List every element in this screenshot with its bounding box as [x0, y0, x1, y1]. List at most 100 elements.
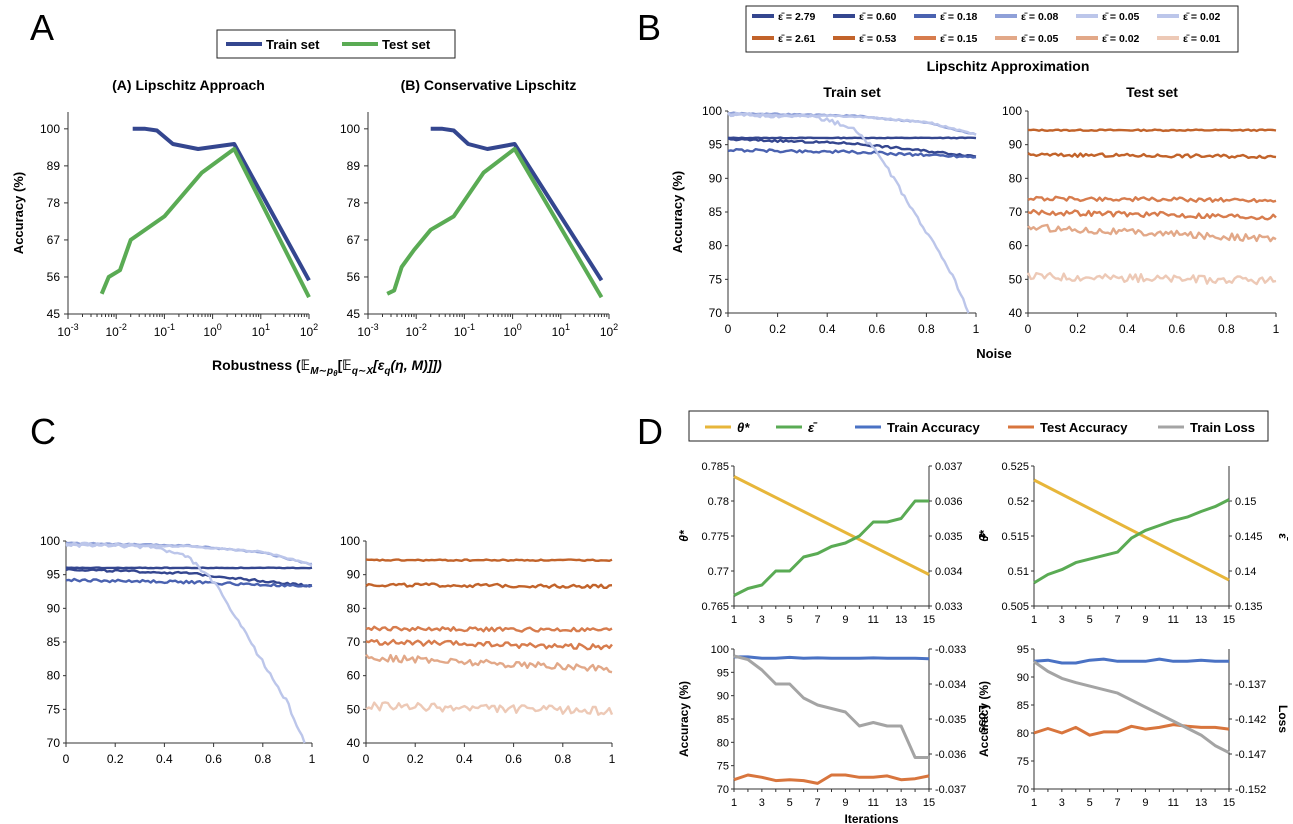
- y-tick-label-right: -0.152: [1235, 784, 1266, 796]
- panel-b-legend: ε̄ = 2.79 ε̄ = 0.60 ε̄ = 0.18 ε̄ = 0.08 ε̄ =…: [745, 5, 1239, 53]
- chart-title: Test set: [1126, 84, 1178, 100]
- x-axis-label: Iterations: [844, 812, 898, 824]
- y-axis-label-left: θ*: [677, 529, 691, 542]
- legend-label-test-accuracy: Test Accuracy: [1040, 420, 1128, 435]
- x-tick-label: 0.4: [1119, 322, 1136, 336]
- y-tick-label: 70: [47, 736, 61, 750]
- series-line-1: [65, 567, 313, 588]
- x-tick-label: 9: [842, 614, 848, 626]
- x-tick-label: 100: [203, 322, 221, 339]
- series-line-2: [365, 625, 613, 633]
- y-tick-label-right: 0.15: [1235, 496, 1256, 508]
- series-line-1: [727, 137, 977, 158]
- y-tick-label: 90: [709, 171, 723, 185]
- x-tick-label: 13: [895, 797, 907, 809]
- y-tick-label-left: 0.515: [1001, 531, 1029, 543]
- y-tick-label: 80: [47, 669, 61, 683]
- x-tick-label: 11: [1168, 797, 1179, 809]
- x-tick-label: 7: [1115, 614, 1121, 626]
- x-tick-label: 10-2: [106, 322, 127, 339]
- panel-a-xlabel: Robustness (𝔼M∼pθ[𝔼q∼X[εq(η, M)]]): [212, 357, 442, 378]
- y-tick-label-right: -0.147: [1235, 749, 1266, 761]
- panel-b-xlabel: Noise: [976, 346, 1011, 361]
- x-tick-label: 7: [815, 614, 821, 626]
- y-axis-label-right: Loss: [976, 705, 990, 733]
- y-tick-label-left: 70: [1017, 784, 1029, 796]
- x-tick-label: 0.8: [554, 752, 571, 766]
- legend-label-orange-4: ε̄ = 0.02: [1102, 33, 1140, 45]
- x-tick-label: 5: [787, 614, 793, 626]
- x-tick-label: 0: [63, 752, 70, 766]
- y-tick-label-left: 80: [717, 737, 729, 749]
- series-line--: [1033, 478, 1230, 582]
- x-tick-label: 0.2: [407, 752, 424, 766]
- y-tick-label: 50: [1009, 272, 1023, 286]
- legend-label-train: Train set: [266, 37, 320, 52]
- y-tick-label: 75: [47, 702, 61, 716]
- y-tick-label: 90: [47, 601, 61, 615]
- legend-label-blue-1: ε̄ = 0.60: [859, 11, 897, 23]
- y-tick-label: 75: [709, 272, 723, 286]
- y-tick-label-left: 0.51: [1008, 566, 1029, 578]
- y-tick-label: 70: [709, 306, 723, 320]
- x-tick-label: 101: [552, 322, 570, 339]
- y-tick-label-left: 75: [717, 761, 729, 773]
- x-tick-label: 0.6: [205, 752, 222, 766]
- x-tick-label: 11: [1168, 614, 1179, 626]
- chart-b-train-set: Train set 70 75 80 85 90 95 100 0 0.2 0.4 0.6 0.8 1 Ac…: [670, 84, 980, 336]
- x-tick-label: 5: [787, 797, 793, 809]
- x-tick-label: 10-1: [154, 322, 175, 339]
- y-tick-label: 78: [47, 196, 61, 210]
- legend-label-epsilon: ε̄: [808, 420, 818, 435]
- x-tick-label: 0.6: [1168, 322, 1185, 336]
- y-axis-label: Accuracy (%): [670, 171, 685, 253]
- series-line--: [733, 475, 930, 576]
- x-tick-label: 1: [973, 322, 980, 336]
- y-tick-label-left: 0.765: [701, 601, 729, 613]
- x-tick-label: 0.2: [1069, 322, 1086, 336]
- legend-label-blue-4: ε̄ = 0.05: [1102, 11, 1140, 23]
- y-tick-label: 100: [702, 104, 722, 118]
- chart-c-train: 70 75 80 85 90 95 100 0 0.2 0.4 0.6 0.8 1: [40, 534, 316, 766]
- series-line-4: [727, 112, 977, 136]
- chart-lipschitz-approach: (A) Lipschitz Approach 45 56 67 78 89 100 10-3 1…: [11, 77, 318, 339]
- series-line-test-accuracy: [1033, 723, 1230, 737]
- x-tick-label: 13: [1195, 797, 1207, 809]
- series-line-5: [1026, 271, 1277, 286]
- series-line-4: [365, 653, 613, 674]
- legend-label-orange-5: ε̄ = 0.01: [1183, 33, 1221, 45]
- x-tick-label: 101: [252, 322, 270, 339]
- series-line-2: [727, 148, 977, 159]
- y-tick-label-right: 0.037: [935, 461, 963, 473]
- y-tick-label: 100: [40, 534, 60, 548]
- chart-b-test-set: Test set 40 50 60 70 80 90 100 0 0.2 0.4 0.6 0.8 1: [1002, 84, 1280, 336]
- y-tick-label-right: 0.035: [935, 531, 963, 543]
- chart-d-theta-epsilon-1: 0.765 0.77 0.775 0.78 0.785 0.033 0.034 0.035 0.…: [677, 461, 990, 626]
- y-axis-label-left: Accuracy (%): [977, 681, 991, 757]
- y-tick-label: 100: [1002, 104, 1022, 118]
- y-tick-label-right: 0.135: [1235, 601, 1263, 613]
- series-line-train-accuracy: [734, 655, 930, 661]
- y-tick-label: 90: [1009, 138, 1023, 152]
- x-tick-label: 3: [1059, 797, 1065, 809]
- x-tick-label: 7: [1115, 797, 1121, 809]
- y-tick-label: 40: [347, 736, 361, 750]
- x-tick-label: 0.6: [868, 322, 885, 336]
- x-tick-label: 15: [1223, 614, 1235, 626]
- x-tick-label: 15: [1223, 797, 1235, 809]
- y-tick-label: 45: [347, 307, 361, 321]
- x-tick-label: 9: [1142, 614, 1148, 626]
- x-tick-label: 11: [868, 614, 879, 626]
- y-tick-label-left: 0.525: [1001, 461, 1029, 473]
- y-tick-label: 95: [47, 568, 61, 582]
- series-line-1: [1027, 152, 1277, 160]
- x-tick-label: 3: [1059, 614, 1065, 626]
- series-line-train-loss: [733, 654, 929, 759]
- x-tick-label: 7: [815, 797, 821, 809]
- panel-d-legend: θ* ε̄ Train Accuracy Test Accuracy Train…: [688, 410, 1269, 442]
- panel-letter-d: D: [637, 411, 663, 452]
- y-tick-label-left: 100: [711, 644, 729, 656]
- x-tick-label: 9: [842, 797, 848, 809]
- y-tick-label-right: 0.145: [1235, 531, 1263, 543]
